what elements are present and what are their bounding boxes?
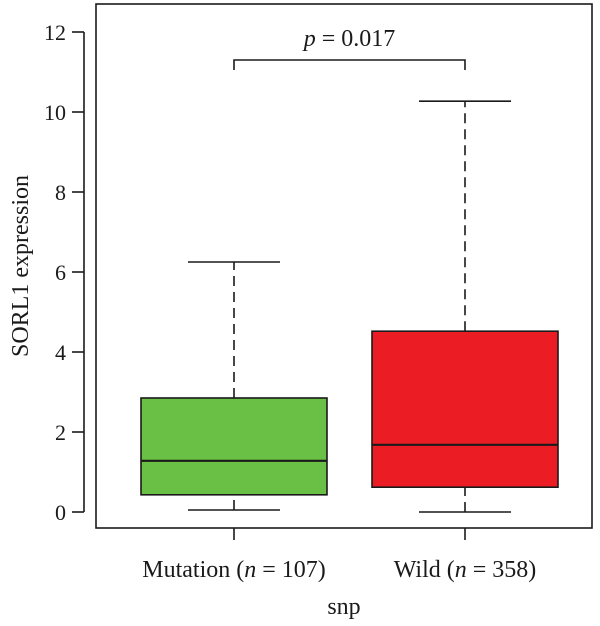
box-group — [140, 261, 328, 511]
x-tick-label: Wild (n = 358) — [394, 557, 537, 583]
iqr-box — [371, 330, 559, 489]
significance-annotation: p = 0.017 — [233, 26, 466, 70]
label-prefix: Wild ( — [394, 557, 455, 583]
label-n: n — [455, 557, 467, 583]
y-tick-label: 0 — [55, 500, 66, 525]
y-tick-label: 6 — [55, 260, 66, 285]
significance-bracket — [233, 59, 466, 70]
iqr-box — [140, 397, 328, 496]
p-value-label: p = 0.017 — [302, 26, 396, 52]
label-suffix: = 358) — [467, 557, 537, 583]
boxes — [140, 100, 559, 513]
label-n: n — [244, 557, 256, 583]
label-suffix: = 107) — [256, 557, 326, 583]
p-symbol: p — [302, 26, 316, 52]
x-tick-label: Mutation (n = 107) — [142, 557, 326, 583]
y-tick-label: 10 — [44, 100, 66, 125]
y-tick-label: 8 — [55, 180, 66, 205]
x-axis-title: snp — [327, 594, 360, 620]
y-tick-label: 2 — [55, 420, 66, 445]
y-axis-title: SORL1 expression — [8, 175, 34, 357]
label-prefix: Mutation ( — [142, 557, 244, 583]
y-tick-label: 4 — [55, 340, 66, 365]
box-group — [371, 100, 559, 513]
y-axis-ticks: 0 2 4 6 8 10 12 — [44, 20, 84, 525]
x-axis-tick-labels: Mutation (n = 107) Wild (n = 358) — [142, 528, 536, 583]
y-tick-label: 12 — [44, 20, 66, 45]
p-value-text: = 0.017 — [316, 26, 396, 52]
plot-frame — [95, 3, 593, 529]
